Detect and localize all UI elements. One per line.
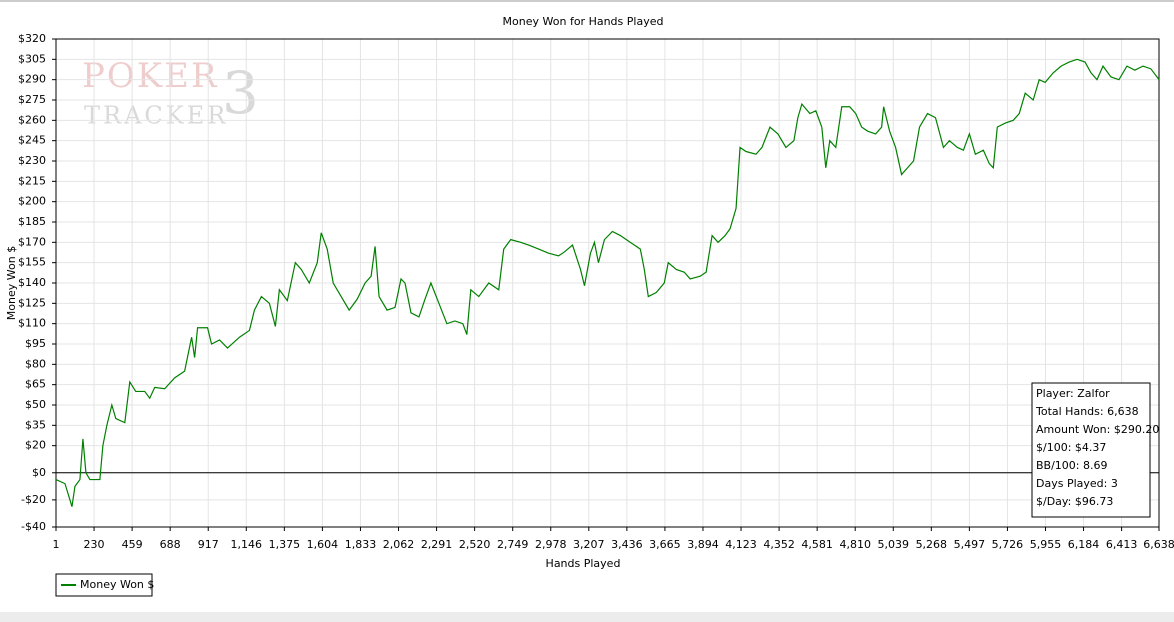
y-tick-label: $245 xyxy=(18,134,46,147)
y-tick-label: -$20 xyxy=(21,493,46,506)
stats-line: Player: Zalfor xyxy=(1036,387,1110,400)
y-tick-label: $230 xyxy=(18,154,46,167)
y-tick-label: $125 xyxy=(18,296,46,309)
y-tick-label: $155 xyxy=(18,256,46,269)
x-axis-label: Hands Played xyxy=(546,557,621,570)
x-tick-label: 4,352 xyxy=(763,538,795,551)
x-tick-label: 5,039 xyxy=(878,538,910,551)
stats-line: Total Hands: 6,638 xyxy=(1035,405,1139,418)
y-tick-label: $275 xyxy=(18,93,46,106)
x-tick-label: 2,291 xyxy=(421,538,453,551)
y-tick-label: $260 xyxy=(18,113,46,126)
stats-line: Amount Won: $290.20 xyxy=(1036,423,1159,436)
legend-label: Money Won $ xyxy=(80,578,154,591)
y-tick-label: $110 xyxy=(18,317,46,330)
x-tick-label: 459 xyxy=(122,538,143,551)
y-tick-label: $290 xyxy=(18,73,46,86)
y-tick-label: $140 xyxy=(18,276,46,289)
stats-line: $/Day: $96.73 xyxy=(1036,495,1113,508)
x-tick-label: 2,062 xyxy=(383,538,415,551)
x-tick-label: 4,810 xyxy=(839,538,871,551)
x-tick-label: 2,749 xyxy=(497,538,529,551)
y-tick-label: $95 xyxy=(25,337,46,350)
x-tick-label: 917 xyxy=(198,538,219,551)
x-tick-label: 5,726 xyxy=(992,538,1024,551)
bottom-strip xyxy=(0,612,1174,622)
x-tick-label: 1,604 xyxy=(307,538,339,551)
stats-box: Player: Zalfor Total Hands: 6,638 Amount W… xyxy=(1031,382,1159,518)
x-tick-label: 6,638 xyxy=(1143,538,1174,551)
x-tick-label: 4,123 xyxy=(725,538,757,551)
y-tick-label: $20 xyxy=(25,439,46,452)
x-tick-label: 5,268 xyxy=(916,538,948,551)
y-tick-label: -$40 xyxy=(21,520,46,533)
watermark-text: 3 xyxy=(222,59,259,127)
x-tick-label: 688 xyxy=(160,538,181,551)
y-tick-label: $80 xyxy=(25,357,46,370)
y-tick-label: $0 xyxy=(32,466,46,479)
x-tick-label: 6,413 xyxy=(1106,538,1138,551)
x-tick-label: 3,436 xyxy=(611,538,643,551)
stats-frame xyxy=(1031,382,1151,518)
stats-line: BB/100: 8.69 xyxy=(1036,459,1108,472)
y-tick-label: $320 xyxy=(18,32,46,45)
chart-title: Money Won for Hands Played xyxy=(503,15,664,28)
x-tick-label: 3,665 xyxy=(649,538,681,551)
y-tick-label: $35 xyxy=(25,418,46,431)
x-tick-label: 5,955 xyxy=(1030,538,1062,551)
y-tick-label: $215 xyxy=(18,174,46,187)
stats-line: $/100: $4.37 xyxy=(1036,441,1106,454)
plot-frame xyxy=(55,38,1160,528)
x-tick-label: 5,497 xyxy=(954,538,986,551)
legend-box xyxy=(55,573,153,597)
watermark-text: TRACKER xyxy=(84,102,228,130)
y-tick-label: $170 xyxy=(18,235,46,248)
x-tick-label: 2,978 xyxy=(535,538,567,551)
y-tick-label: $50 xyxy=(25,398,46,411)
y-tick-label: $65 xyxy=(25,378,46,391)
x-tick-label: 230 xyxy=(84,538,105,551)
x-tick-label: 1,375 xyxy=(269,538,301,551)
x-tick-label: 3,207 xyxy=(573,538,605,551)
x-tick-label: 6,184 xyxy=(1068,538,1100,551)
x-tick-label: 2,520 xyxy=(459,538,491,551)
x-tick-label: 4,581 xyxy=(801,538,833,551)
x-tick-label: 1 xyxy=(53,538,60,551)
x-tick-label: 1,146 xyxy=(231,538,263,551)
watermark-text: POKER xyxy=(82,56,219,96)
y-tick-label: $185 xyxy=(18,215,46,228)
y-tick-label: $305 xyxy=(18,52,46,65)
stats-line: Days Played: 3 xyxy=(1036,477,1118,490)
watermark: POKER TRACKER 3 xyxy=(82,56,259,130)
legend: Money Won $ xyxy=(55,573,154,597)
x-tick-label: 1,833 xyxy=(345,538,377,551)
data-line xyxy=(55,58,1160,507)
y-tick-label: $200 xyxy=(18,195,46,208)
x-tick-label: 3,894 xyxy=(687,538,719,551)
y-axis-label: Money Won $ xyxy=(5,246,18,320)
